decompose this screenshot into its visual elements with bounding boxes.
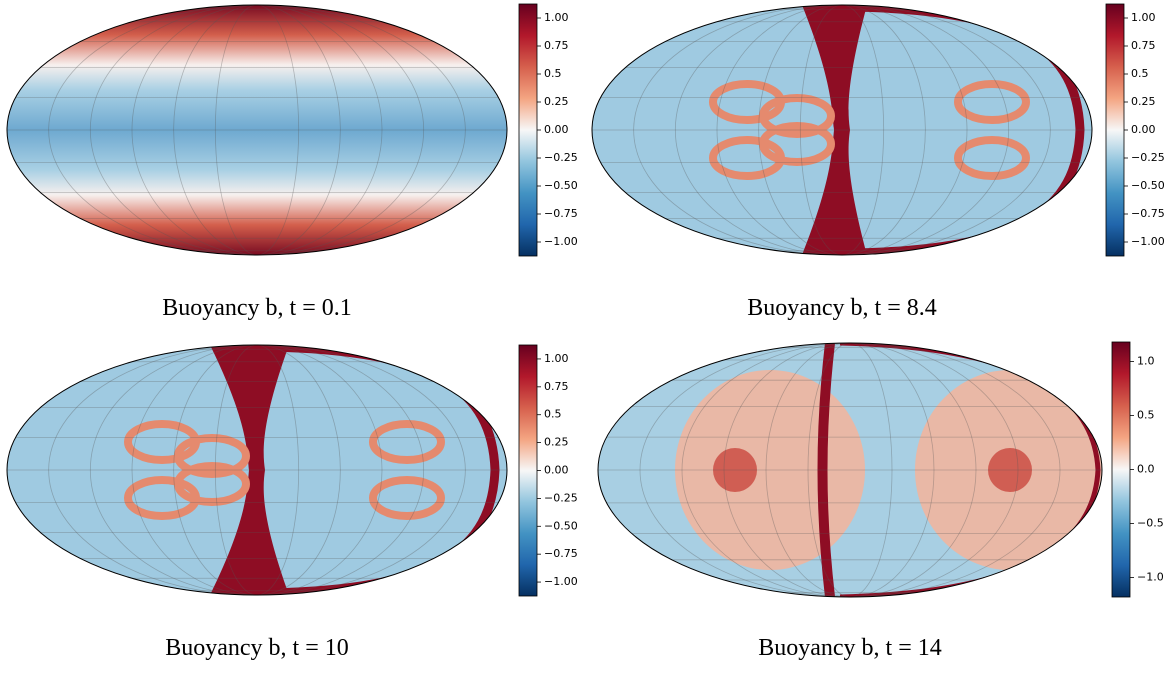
caption: Buoyancy b, t = 10 xyxy=(165,635,349,661)
figure: −1.00 −0.75 −0.50 −0.25 0.00 0.25 0.5 0.75 1.00 B… xyxy=(0,0,1175,673)
colorbar-tick-label: −0.50 xyxy=(1131,179,1165,192)
colorbar xyxy=(1106,4,1124,256)
colorbar-tick-label: −0.75 xyxy=(1131,207,1165,220)
colorbar-tick-label: 0.00 xyxy=(544,123,569,136)
colorbar-tick-label: −0.25 xyxy=(1131,151,1165,164)
caption: Buoyancy b, t = 14 xyxy=(758,635,942,661)
colorbar-tick-label: 1.00 xyxy=(1131,11,1156,24)
colorbar-tick-label: −0.75 xyxy=(544,547,578,560)
panel: −1.00 −0.75 −0.50 −0.25 0.00 0.25 0.5 0.75 1.00 B… xyxy=(592,4,1165,321)
caption: Buoyancy b, t = 8.4 xyxy=(747,295,937,321)
colorbar xyxy=(519,4,537,256)
colorbar-tick-label: 1.00 xyxy=(544,352,569,365)
colorbar-tick-label: 0.00 xyxy=(1131,123,1156,136)
colorbar-tick-label: 1.0 xyxy=(1137,354,1155,367)
panel: −1.00 −0.75 −0.50 −0.25 0.00 0.25 0.5 0.75 1.00 B… xyxy=(7,345,578,661)
panel: −1.0 −0.5 0.0 0.5 1.0 Buoyancy b, t = 14 xyxy=(598,342,1164,661)
caption: Buoyancy b, t = 0.1 xyxy=(162,295,352,321)
colorbar xyxy=(1112,342,1130,597)
colorbar-tick-label: 0.25 xyxy=(1131,95,1156,108)
colorbar-tick-label: −1.00 xyxy=(1131,235,1165,248)
panel: −1.00 −0.75 −0.50 −0.25 0.00 0.25 0.5 0.75 1.00 B… xyxy=(7,4,578,321)
colorbar-tick-label: −0.5 xyxy=(1137,517,1164,530)
colorbar-tick-label: 1.00 xyxy=(544,11,569,24)
map xyxy=(7,345,507,595)
colorbar-tick-label: 0.75 xyxy=(1131,39,1156,52)
colorbar-tick-label: 0.0 xyxy=(1137,463,1155,476)
colorbar-tick-label: 0.25 xyxy=(544,95,569,108)
map xyxy=(7,5,507,255)
colorbar-tick-label: 0.5 xyxy=(544,67,562,80)
colorbar-tick-label: −1.00 xyxy=(544,235,578,248)
colorbar-tick-label: 0.25 xyxy=(544,436,569,449)
colorbar-tick-label: −1.00 xyxy=(544,575,578,588)
colorbar-tick-label: 0.5 xyxy=(544,408,562,421)
colorbar-tick-label: 0.75 xyxy=(544,380,569,393)
colorbar-tick-label: −0.25 xyxy=(544,491,578,504)
colorbar-tick-label: −1.0 xyxy=(1137,571,1164,584)
colorbar-tick-label: 0.00 xyxy=(544,464,569,477)
colorbar-tick-label: 0.5 xyxy=(1131,67,1149,80)
colorbar-tick-label: 0.75 xyxy=(544,39,569,52)
colorbar xyxy=(519,345,537,596)
colorbar-tick-label: −0.25 xyxy=(544,151,578,164)
map xyxy=(592,5,1092,255)
colorbar-tick-label: 0.5 xyxy=(1137,408,1155,421)
colorbar-tick-label: −0.75 xyxy=(544,207,578,220)
colorbar-tick-label: −0.50 xyxy=(544,519,578,532)
colorbar-tick-label: −0.50 xyxy=(544,179,578,192)
